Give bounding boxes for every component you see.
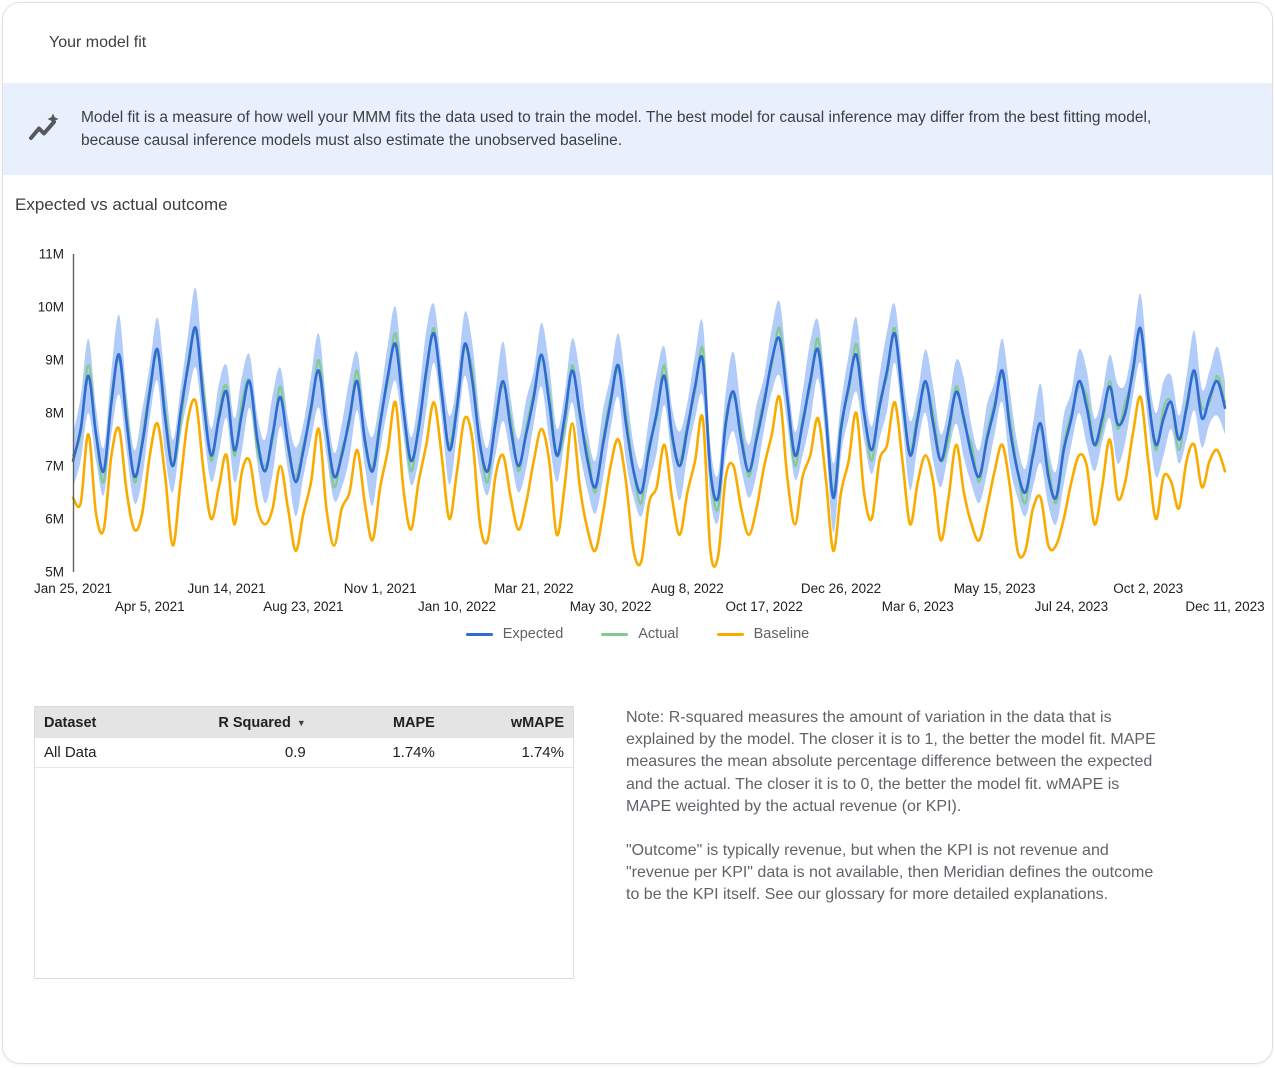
x-axis-tick-label: May 15, 2023 [954, 581, 1036, 596]
notes-block: Note: R-squared measures the amount of v… [626, 707, 1156, 929]
x-axis-tick-label: Mar 21, 2022 [494, 581, 574, 596]
legend-item-baseline: Baseline [716, 626, 809, 642]
card-header: Your model fit [3, 3, 1272, 83]
model-fit-metrics-table: Dataset R Squared ▼ MAPE wMAPE All Data 0… [34, 706, 574, 979]
baseline-line [71, 394, 1227, 569]
column-header-mape: MAPE [314, 707, 444, 738]
column-header-r-squared[interactable]: R Squared ▼ [196, 707, 315, 738]
x-axis-tick-label: Aug 23, 2021 [263, 599, 343, 614]
note-paragraph-metrics: Note: R-squared measures the amount of v… [626, 709, 1156, 815]
x-axis-tick-label: Oct 17, 2022 [726, 599, 803, 614]
y-axis-tick-label: 6M [45, 512, 64, 527]
r-squared-cell: 0.9 [196, 738, 315, 768]
column-header-wmape: wMAPE [443, 707, 573, 738]
insights-trend-sparkle-icon [29, 113, 59, 140]
y-axis-tick-label: 7M [45, 459, 64, 474]
y-axis-tick-label: 11M [39, 247, 64, 262]
mape-cell: 1.74% [314, 738, 444, 768]
wmape-cell: 1.74% [443, 738, 573, 768]
y-axis-tick-label: 10M [38, 300, 64, 315]
dataset-cell: All Data [35, 738, 197, 768]
expected-line [71, 326, 1227, 502]
x-axis-tick-label: Mar 6, 2023 [882, 599, 954, 614]
column-header-dataset: Dataset [35, 707, 197, 738]
x-axis-tick-label: Oct 2, 2023 [1113, 581, 1183, 596]
chart-legend: Expected Actual Baseline [3, 626, 1272, 642]
y-axis-tick-label: 8M [45, 406, 64, 421]
page-title: Your model fit [49, 34, 147, 51]
baseline-line-swatch [716, 632, 744, 636]
x-axis-tick-label: Aug 8, 2022 [651, 581, 724, 596]
legend-item-actual: Actual [601, 626, 679, 642]
chart-title: Expected vs actual outcome [15, 195, 228, 214]
x-axis-tick-label: Jun 14, 2021 [188, 581, 266, 596]
info-banner: Model fit is a measure of how well your … [3, 83, 1272, 175]
x-axis-tick-label: May 30, 2022 [570, 599, 652, 614]
x-axis-tick-label: Dec 26, 2022 [801, 581, 881, 596]
x-axis-tick-label: Jan 25, 2021 [34, 581, 112, 596]
actual-line-swatch [601, 632, 629, 636]
sort-descending-icon[interactable]: ▼ [296, 717, 306, 728]
table-header-row: Dataset R Squared ▼ MAPE wMAPE [35, 707, 573, 738]
banner-text: Model fit is a measure of how well your … [81, 109, 1152, 149]
y-axis-tick-label: 9M [45, 353, 64, 368]
table-row: All Data 0.9 1.74% 1.74% [35, 738, 573, 768]
x-axis-tick-label: Dec 11, 2023 [1185, 599, 1264, 614]
x-axis-tick-label: Nov 1, 2021 [344, 581, 417, 596]
note-paragraph-outcome: "Outcome" is typically revenue, but when… [626, 842, 1154, 904]
credible-interval-band [73, 287, 1225, 533]
y-axis-tick-label: 5M [45, 565, 64, 580]
x-axis-tick-label: Jan 10, 2022 [418, 599, 496, 614]
x-axis-tick-label: Apr 5, 2021 [115, 599, 185, 614]
legend-item-expected: Expected [465, 626, 563, 642]
expected-line-swatch [465, 632, 493, 636]
x-axis-tick-label: Jul 24, 2023 [1035, 599, 1109, 614]
